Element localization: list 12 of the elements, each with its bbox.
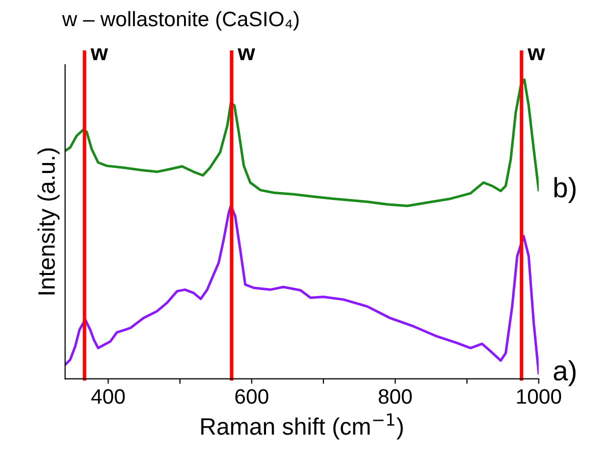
x-tick-label: 800 xyxy=(378,389,412,404)
ref-line-label: w xyxy=(90,48,108,60)
chart-title: w – wollastonite (CaSIO₄) xyxy=(62,11,299,30)
ref-line-label: w xyxy=(528,48,545,60)
x-tick-label: 400 xyxy=(91,389,125,404)
x-axis-title: Raman shift (cm$^{−1}$) xyxy=(201,414,403,440)
x-tick-label: 600 xyxy=(235,389,268,404)
series-label: a) xyxy=(554,360,576,386)
ref-line-label: w xyxy=(238,48,256,60)
y-axis-title: Intensity (a.u.) xyxy=(38,148,60,294)
x-tick-label: 1000 xyxy=(517,389,562,404)
series-label: b) xyxy=(554,177,576,203)
